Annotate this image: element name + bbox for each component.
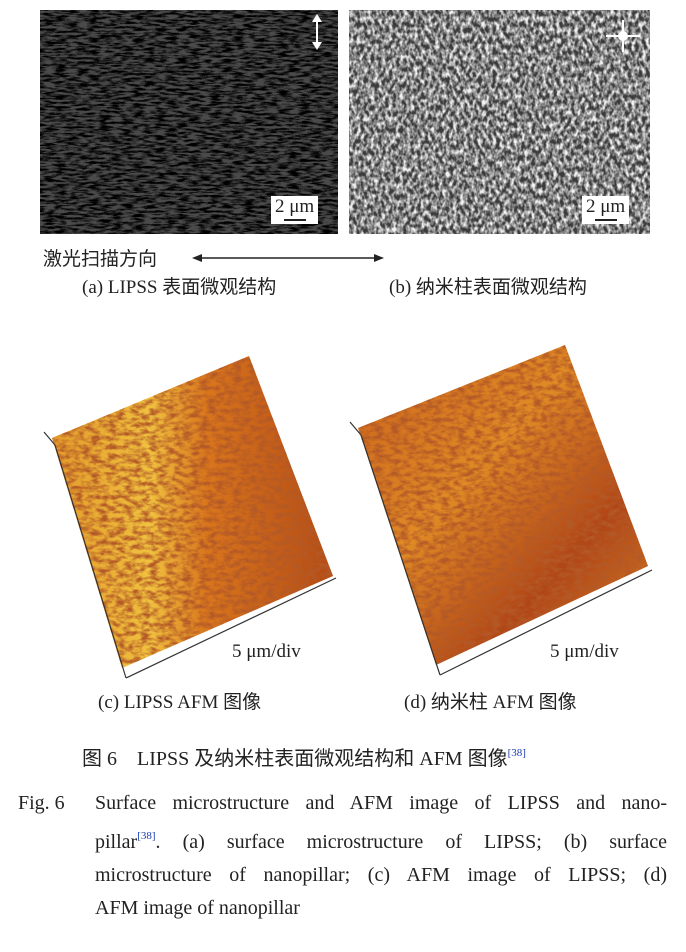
caption-text: LIPSS 及纳米柱表面微观结构和 AFM 图像 — [137, 748, 508, 770]
reference-link[interactable]: [38] — [507, 747, 526, 759]
scan-direction-label: 激光扫描方向 — [43, 249, 158, 270]
afm-image-lipss — [43, 356, 337, 679]
axis-scale-d: 5 μm/div — [550, 641, 619, 662]
reference-link[interactable]: [38] — [137, 830, 156, 842]
scale-label: 2 μm — [586, 196, 626, 217]
scan-direction-arrow-icon — [192, 254, 384, 262]
caption-text: pillar — [95, 831, 138, 853]
scale-bar-a: 2 μm — [271, 196, 319, 224]
caption-chinese: 图 6 LIPSS 及纳米柱表面微观结构和 AFM 图像[38] — [82, 742, 526, 771]
caption-english: Surface microstructure and AFM image of … — [95, 787, 667, 925]
sem-image-lipss — [40, 10, 338, 234]
caption-c: (c) LIPSS AFM 图像 — [98, 692, 262, 713]
caption-line: microstructure of nanopillar; (c) AFM im… — [95, 864, 667, 886]
caption-line: AFM image of nanopillar — [95, 897, 300, 919]
caption-d: (d) 纳米柱 AFM 图像 — [404, 692, 577, 713]
caption-line: Surface microstructure and AFM image of … — [95, 792, 667, 814]
scale-bar-b: 2 μm — [582, 196, 630, 224]
scale-label: 2 μm — [275, 196, 315, 217]
caption-a: (a) LIPSS 表面微观结构 — [82, 277, 277, 298]
caption-text: . (a) surface microstructure of LIPSS; (… — [155, 831, 667, 853]
afm-image-nanopillar — [349, 345, 653, 676]
caption-line: pillar[38]. (a) surface microstructure o… — [95, 820, 667, 859]
crosshair-arrows-icon — [606, 20, 640, 52]
figure-number: 图 6 — [82, 748, 117, 770]
axis-scale-c: 5 μm/div — [232, 641, 301, 662]
caption-b: (b) 纳米柱表面微观结构 — [389, 277, 587, 298]
figure-number-en: Fig. 6 — [18, 792, 65, 814]
vertical-arrow-icon — [312, 14, 322, 50]
